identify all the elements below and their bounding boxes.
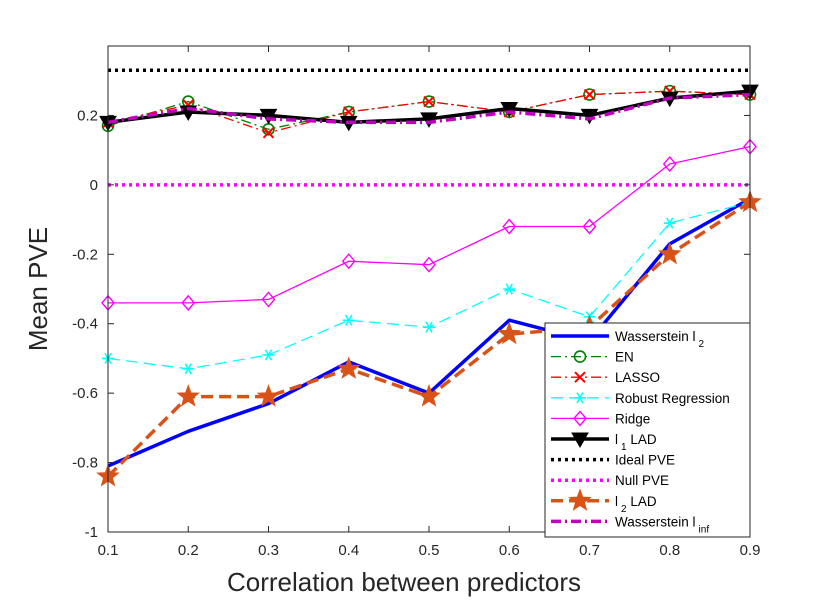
legend-entry: Robust Regression bbox=[615, 391, 730, 406]
data-point bbox=[500, 101, 519, 118]
data-point bbox=[422, 95, 436, 108]
legend: Wasserstein l 2EN LASSO Robust Regression Ri… bbox=[544, 322, 751, 538]
legend-swatch-marker bbox=[571, 432, 589, 449]
y-tick-label: -1 bbox=[85, 524, 98, 541]
x-tick-label: 0.7 bbox=[579, 542, 600, 559]
legend-entry: Ridge bbox=[615, 411, 650, 426]
legend-swatch-marker bbox=[568, 488, 592, 511]
legend-entry: Ideal PVE bbox=[615, 453, 675, 468]
x-axis-label: Correlation between predictors bbox=[227, 567, 581, 597]
series-line bbox=[107, 92, 751, 125]
data-point bbox=[336, 356, 361, 379]
y-tick-label: -0.6 bbox=[72, 385, 98, 402]
data-point bbox=[259, 108, 278, 125]
data-point bbox=[262, 349, 275, 361]
x-tick-label: 0.1 bbox=[98, 542, 119, 559]
data-point bbox=[181, 294, 196, 311]
data-point bbox=[420, 112, 438, 128]
data-point bbox=[583, 88, 596, 101]
y-tick-label: 0.2 bbox=[77, 107, 98, 124]
series-9 bbox=[107, 92, 751, 125]
legend-swatch-marker bbox=[573, 410, 587, 427]
data-point bbox=[343, 106, 355, 118]
y-axis-label: Mean PVE bbox=[23, 227, 53, 351]
data-point bbox=[262, 127, 275, 139]
data-point bbox=[261, 291, 276, 308]
legend-swatch-marker bbox=[574, 371, 586, 383]
data-point bbox=[423, 321, 435, 333]
legend-entry: Wasserstein l inf bbox=[615, 514, 709, 535]
y-tick-label: -0.2 bbox=[72, 246, 98, 263]
x-tick-label: 0.4 bbox=[338, 542, 359, 559]
legend-entry: Null PVE bbox=[615, 473, 669, 488]
data-point bbox=[422, 256, 436, 273]
series-2 bbox=[102, 85, 756, 139]
legend-entry: LASSO bbox=[615, 370, 660, 385]
legend-entry: EN bbox=[615, 350, 634, 365]
data-point bbox=[256, 384, 281, 407]
data-point bbox=[417, 384, 441, 407]
x-tick-label: 0.9 bbox=[740, 542, 761, 559]
data-point bbox=[583, 88, 596, 101]
x-tick-label: 0.3 bbox=[258, 542, 279, 559]
data-point bbox=[176, 384, 201, 407]
x-tick-label: 0.5 bbox=[419, 542, 440, 559]
data-point bbox=[503, 283, 516, 295]
x-tick-label: 0.2 bbox=[178, 542, 199, 559]
data-point bbox=[342, 314, 355, 326]
data-point bbox=[663, 217, 676, 229]
data-point bbox=[341, 253, 356, 270]
data-point bbox=[502, 218, 517, 235]
data-point bbox=[582, 218, 597, 235]
y-tick-label: -0.8 bbox=[72, 455, 98, 472]
legend-swatch-marker bbox=[574, 392, 586, 404]
series-line bbox=[107, 90, 751, 134]
data-point bbox=[423, 95, 435, 108]
legend-swatch-marker bbox=[573, 350, 587, 363]
y-tick-label: 0 bbox=[90, 177, 98, 194]
series-layer bbox=[96, 68, 762, 487]
data-point bbox=[662, 155, 677, 173]
data-point bbox=[182, 363, 195, 375]
x-tick-label: 0.6 bbox=[499, 542, 520, 559]
y-tick-label: -0.4 bbox=[72, 316, 98, 333]
data-point bbox=[657, 241, 682, 265]
data-point bbox=[497, 321, 522, 345]
x-tick-label: 0.8 bbox=[659, 542, 680, 559]
